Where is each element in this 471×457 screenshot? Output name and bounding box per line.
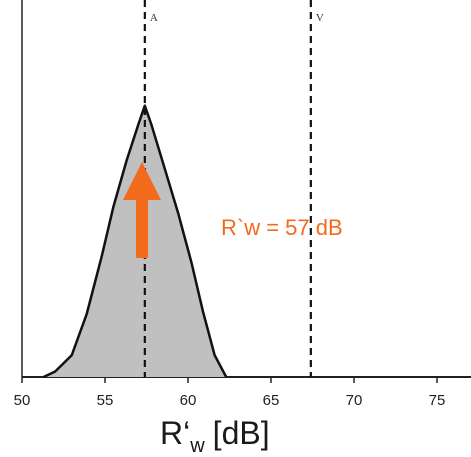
- x-tick-label-55: 55: [97, 392, 114, 409]
- marker-label-a: A: [150, 12, 158, 24]
- annotation-text: R`w = 57 dB: [221, 215, 343, 240]
- x-axis-label: R‘w [dB]: [160, 415, 270, 457]
- marker-label-v: V: [316, 12, 324, 24]
- distribution-curve: [43, 104, 228, 379]
- x-axis-label-main: R‘: [160, 415, 190, 451]
- x-axis-label-unit: [dB]: [213, 415, 270, 451]
- x-tick-label-50: 50: [14, 392, 31, 409]
- x-axis-ticks: 50 55 60 65 70 75: [14, 377, 446, 409]
- arrow-up-icon: [123, 162, 161, 258]
- x-tick-label-75: 75: [429, 392, 446, 409]
- distribution-area: [43, 105, 227, 377]
- x-tick-label-65: 65: [263, 392, 280, 409]
- x-axis-label-subscript: w: [189, 435, 205, 457]
- x-tick-label-70: 70: [346, 392, 363, 409]
- x-tick-label-60: 60: [180, 392, 197, 409]
